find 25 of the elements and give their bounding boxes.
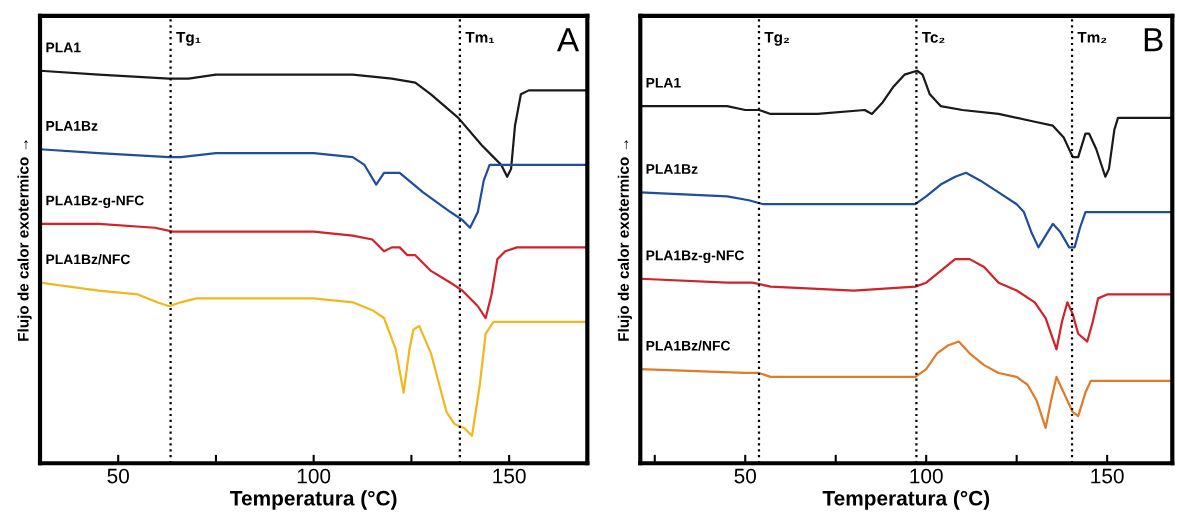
series-label: PLA1Bz/NFC [46, 254, 130, 265]
ref-line-label: Tm₂ [1077, 32, 1107, 44]
y-axis-title: Flujo de calor exotermico → [17, 140, 32, 341]
series-label: PLA1Bz-g-NFC [646, 250, 744, 264]
text: A [556, 28, 580, 52]
series-label: PLA1Bz/NFC [646, 340, 731, 351]
ref-line-label: Tg₁ [176, 32, 201, 46]
ref-line-label: Tm₁ [465, 32, 495, 44]
x-axis-title: Temperatura (°C) [230, 490, 397, 510]
x-axis-title: Temperatura (°C) [822, 490, 990, 510]
series-label: PLA1 [646, 77, 681, 88]
series-label: PLA1Bz [646, 164, 698, 174]
text: B [1144, 28, 1163, 52]
x-tick-label: 100 [297, 468, 331, 484]
ref-line-label: Tg₂ [764, 32, 789, 46]
series-label: PLA1Bz [46, 121, 98, 131]
series-label: PLA1Bz-g-NFC [46, 195, 144, 209]
x-tick-label: 50 [107, 468, 129, 484]
x-tick-label: 100 [910, 468, 943, 484]
x-tick-label: 150 [493, 468, 526, 484]
x-tick-label: 150 [1091, 468, 1124, 484]
x-tick-label: 50 [734, 468, 757, 484]
y-axis-title: Flujo de calor exotermico → [617, 140, 632, 341]
ref-line-label: Tc₂ [921, 32, 945, 44]
series-label: PLA1 [46, 42, 81, 53]
